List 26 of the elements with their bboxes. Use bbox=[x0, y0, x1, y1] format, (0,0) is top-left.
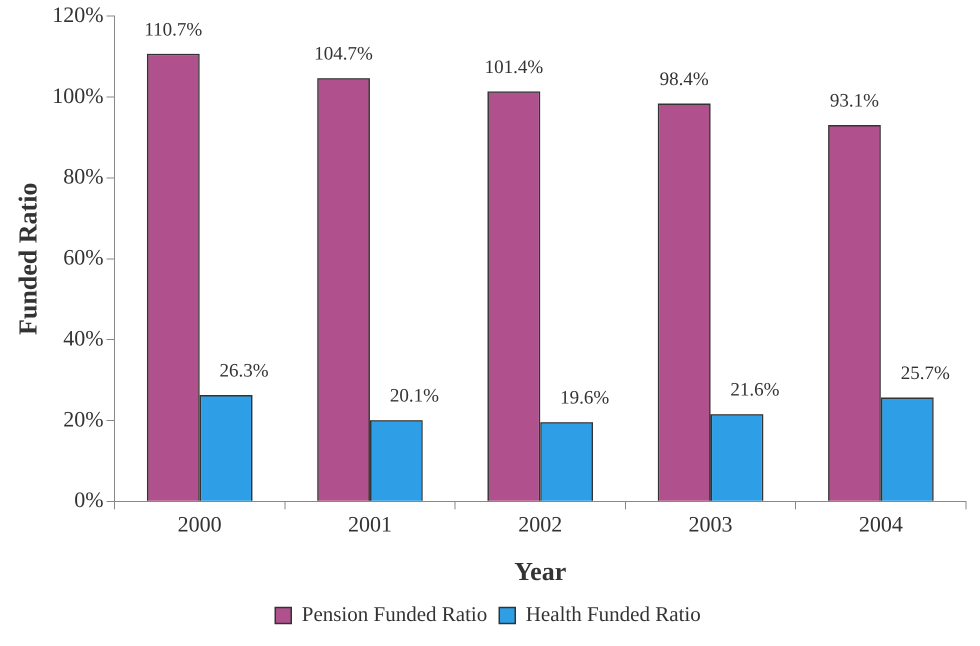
y-tick-label: 0% bbox=[74, 487, 104, 512]
data-label: 110.7% bbox=[144, 19, 202, 40]
y-tick-label: 20% bbox=[63, 406, 104, 432]
legend-label: Pension Funded Ratio bbox=[302, 602, 488, 626]
data-label: 26.3% bbox=[220, 360, 269, 382]
data-label: 98.4% bbox=[660, 69, 709, 90]
y-tick-label: 40% bbox=[63, 325, 104, 350]
data-label: 25.7% bbox=[900, 362, 950, 384]
x-tick-label: 2002 bbox=[518, 511, 562, 536]
data-label: 104.7% bbox=[314, 44, 374, 65]
legend-label: Health Funded Ratio bbox=[526, 602, 701, 626]
data-label: 101.4% bbox=[484, 56, 544, 78]
x-tick-label: 2003 bbox=[688, 511, 733, 536]
y-tick-label: 80% bbox=[63, 164, 104, 189]
x-axis-title: Year bbox=[514, 557, 566, 586]
data-label: 19.6% bbox=[560, 388, 610, 409]
data-label: 93.1% bbox=[830, 90, 880, 112]
x-tick-label: 2001 bbox=[348, 511, 392, 536]
data-label: 20.1% bbox=[390, 386, 440, 407]
y-axis-title: Funded Ratio bbox=[13, 182, 42, 336]
y-tick-label: 100% bbox=[52, 82, 104, 108]
x-tick-label: 2004 bbox=[858, 511, 903, 536]
y-tick-label: 60% bbox=[63, 244, 104, 270]
x-tick-label: 2000 bbox=[178, 511, 222, 536]
y-tick-label: 120% bbox=[52, 2, 104, 27]
data-label: 21.6% bbox=[730, 380, 780, 401]
